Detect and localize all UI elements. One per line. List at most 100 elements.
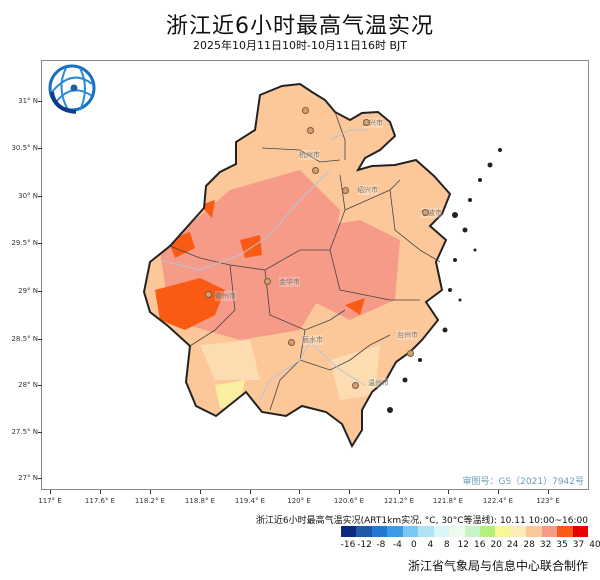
lon-label: 121.2° E [383,497,415,505]
temp-band-28-30 [200,340,380,400]
lon-label: 123° E [536,497,560,505]
colorbar-tick-label: 24 [506,540,519,550]
lat-label: 29.5° N [11,239,38,247]
colorbar-tick-label: 37 [572,540,585,550]
colorbar-tick-label: -16 [340,540,356,550]
colorbar-ticks: -16 -12 -8 -4 0 4 8 12 16 20 24 28 32 35 37 40 [334,540,600,552]
colorbar-tick-label: 12 [457,540,469,550]
city-marker-icon [363,119,370,126]
map-subtitle: 2025年10月11日10时-10月11日16时 BJT [193,39,407,52]
lat-tick [38,148,42,149]
lon-label: 118.8° E [184,497,216,505]
lat-tick [38,432,42,433]
city-label-taizhou: 台州市 [397,330,418,340]
colorbar-tick-label: -4 [392,540,402,550]
city-label-wenzhou: 温州市 [368,378,389,388]
city-marker-icon [312,167,319,174]
colorbar-swatch [479,526,496,537]
colorbar-swatch [495,526,511,537]
city-label-ningbo: 宁波市 [421,208,442,218]
lat-tick [38,196,42,197]
lon-label: 117° E [38,497,62,505]
map-title: 浙江近6小时最高气温实况 [166,14,434,39]
colorbar-swatch [449,526,465,537]
legend-title: 浙江近6小时最高气温实况(ART1km实况, °C, 30°C等温线): 10.… [255,516,588,526]
lat-label: 28.5° N [11,335,38,343]
colorbar-swatch [557,526,573,537]
city-label-jinhua: 金华市 [279,277,300,287]
city-marker-icon [407,350,414,357]
lon-tick [100,490,101,494]
city-marker-icon [307,127,314,134]
lon-tick [548,490,549,494]
colorbar-swatch [464,526,480,537]
colorbar-swatch [526,526,542,537]
lon-label: 120.6° E [333,497,365,505]
globe-network-logo [48,64,96,114]
colorbar-swatch [402,526,419,537]
lat-label: 29° N [18,287,38,295]
lon-label: 122.4° E [482,497,514,505]
city-label-lishui: 丽水市 [302,335,323,345]
colorbar-tick-label: 4 [427,540,434,550]
lon-label: 117.6° E [84,497,116,505]
colorbar-tick-label: 40 [589,540,600,550]
city-marker-icon [422,209,429,216]
lon-tick [250,490,251,494]
city-marker-icon [352,382,359,389]
colorbar-swatch [572,526,588,537]
city-boundaries [169,111,441,411]
colorbar-swatch [541,526,558,537]
colorbar-swatch [418,526,434,537]
lat-label: 27.5° N [11,428,38,436]
lon-tick [448,490,449,494]
lon-tick [150,490,151,494]
map-frame [41,60,589,490]
city-marker-icon [288,339,295,346]
lat-label: 30.5° N [11,144,38,152]
lon-tick [50,490,51,494]
colorbar-tick-label: 16 [473,540,486,550]
colorbar-tick-label: 0 [410,540,417,550]
lat-label: 28° N [18,381,38,389]
islands [387,148,502,413]
lon-tick [299,490,300,494]
lat-label: 27° N [18,474,38,482]
lat-tick [38,291,42,292]
temp-band-32-35 [300,220,400,320]
colorbar-swatch [356,526,372,537]
lon-tick [498,490,499,494]
city-label-jiaxing: 嘉兴市 [362,118,383,128]
map-approval-number: 审图号：GS（2021）7942号 [462,477,585,487]
lat-tick [38,101,42,102]
colorbar-tick-label: -12 [357,540,372,550]
lat-tick [38,243,42,244]
city-marker-icon [264,278,271,285]
colorbar-tick-label: 35 [556,540,568,550]
city-marker-icon [342,187,349,194]
colorbar-tick-label: -8 [376,540,386,550]
lat-label: 31° N [18,97,38,105]
lon-label: 119.4° E [234,497,266,505]
colorbar-swatch [433,526,450,537]
city-label-hangzhou: 杭州市 [299,150,320,160]
lon-label: 121.8° E [432,497,464,505]
colorbar-swatch [510,526,527,537]
colorbar-swatch [387,526,403,537]
city-label-quzhou: 衢州市 [215,291,236,301]
colorbar-tick-label: 32 [539,540,552,550]
lat-label: 30° N [18,192,38,200]
city-marker-icon [205,291,212,298]
lon-label: 120° E [287,497,311,505]
colorbar-tick-label: 20 [490,540,502,550]
lat-tick [38,339,42,340]
colorbar-swatch [371,526,388,537]
colorbar [341,526,588,537]
colorbar-tick-label: 8 [443,540,450,550]
rivers [159,129,370,401]
lon-label: 118.2° E [134,497,166,505]
credit-text: 浙江省气象局与信息中心联合制作 [407,559,588,573]
colorbar-tick-label: 28 [523,540,535,550]
city-marker-icon [302,107,309,114]
